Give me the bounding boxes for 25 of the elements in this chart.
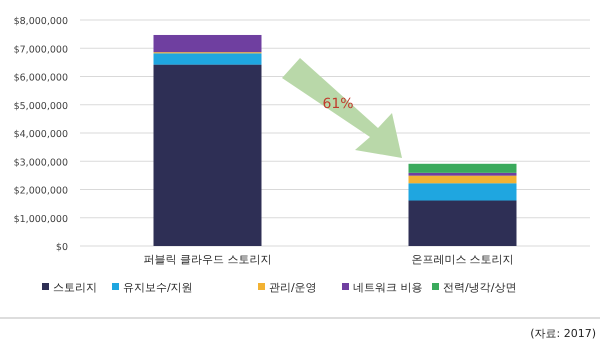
bar [408, 200, 516, 246]
bar [154, 53, 262, 65]
bar [154, 64, 262, 246]
bar [408, 164, 516, 173]
legend-label: 스토리지 [53, 281, 97, 294]
y-tick-label: $0 [56, 242, 68, 253]
bar [408, 176, 516, 184]
y-tick-label: $1,000,000 [14, 214, 68, 225]
x-tick-label: 퍼블릭 클라우드 스토리지 [144, 253, 272, 266]
y-tick-label: $3,000,000 [14, 157, 68, 168]
y-tick-label: $6,000,000 [14, 72, 68, 84]
y-tick-label: $5,000,000 [14, 100, 68, 112]
y-tick-label: $4,000,000 [14, 129, 68, 140]
y-tick-label: $2,000,000 [14, 186, 68, 196]
legend-label: 전력/냉각/상면 [443, 281, 516, 294]
legend-label: 관리/운영 [269, 281, 317, 294]
text: (자료: 2017) [530, 327, 596, 340]
legend-label: 네트워크 비용 [353, 281, 422, 294]
legend-label: 유지보수/지원 [123, 281, 193, 294]
x-tick-label: 온프레미스 스토리지 [411, 253, 514, 266]
bar [154, 34, 262, 52]
bar [408, 183, 516, 201]
y-tick-label: $8,000,000 [14, 16, 68, 27]
y-tick-label: $7,000,000 [14, 44, 68, 56]
annotation: 61% [322, 96, 354, 112]
